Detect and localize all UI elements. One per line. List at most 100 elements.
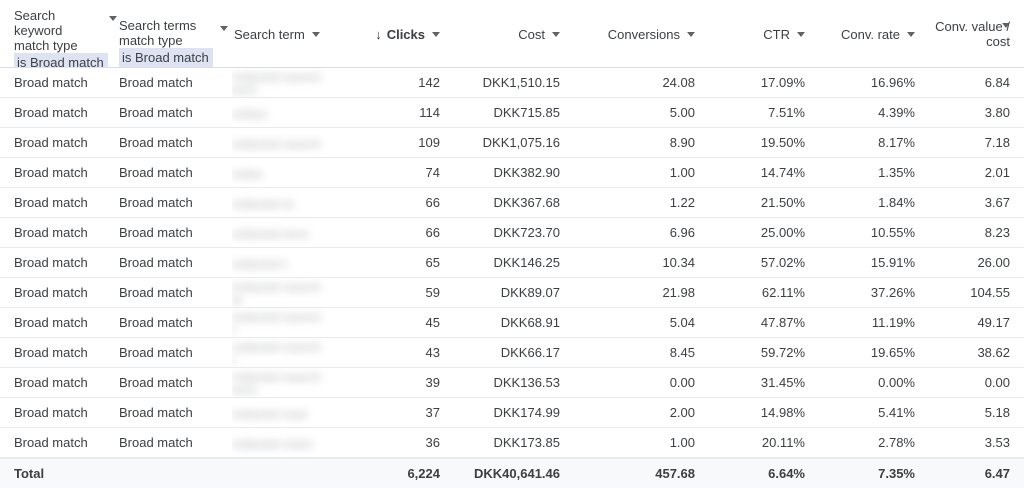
redacted-search-term-text: redact bbox=[232, 106, 267, 121]
cell-ctr: 7.51% bbox=[768, 105, 805, 120]
sort-descending-icon[interactable]: ↓ bbox=[375, 27, 382, 42]
cell-search-keyword-match-type: Broad match bbox=[14, 255, 88, 270]
cell-search-term: redacted te bbox=[232, 188, 328, 217]
column-header-label: Clicks bbox=[386, 27, 425, 42]
cell-search-terms-match-type: Broad match bbox=[119, 165, 193, 180]
chevron-down-icon[interactable] bbox=[1002, 23, 1010, 28]
cell-search-keyword-match-type: Broad match bbox=[14, 75, 88, 90]
cell-ctr: 21.50% bbox=[760, 195, 805, 210]
redacted-search-term-text: redacted search term bbox=[232, 369, 322, 397]
filter-chip-search-terms-match-type[interactable]: is Broad match bbox=[119, 48, 213, 67]
cell-search-terms-match-type: Broad match bbox=[119, 315, 193, 330]
cell-search-term: redacted search t bbox=[232, 338, 328, 367]
redacted-search-term-text: redacted searc bbox=[232, 436, 315, 451]
total-search-terms-match-type bbox=[119, 459, 224, 488]
table-row[interactable]: Broad match Broad match redacted search 109… bbox=[0, 128, 1024, 158]
table-row[interactable]: Broad match Broad match redacted search te… bbox=[0, 68, 1024, 98]
column-header-conv-value-per-cost[interactable]: Conv. value / cost bbox=[905, 19, 1010, 49]
table-row[interactable]: Broad match Broad match redac 74 DKK382.90 1.… bbox=[0, 158, 1024, 188]
cell-ctr: 19.50% bbox=[760, 135, 805, 150]
column-header-label: Search term bbox=[234, 27, 305, 42]
redacted-search-term-text: redac bbox=[232, 166, 264, 181]
chevron-down-icon[interactable] bbox=[552, 32, 560, 38]
cell-search-keyword-match-type: Broad match bbox=[14, 285, 88, 300]
column-header-clicks[interactable]: ↓ Clicks bbox=[330, 27, 440, 42]
table-row[interactable]: Broad match Broad match redacted t 65 DKK146… bbox=[0, 248, 1024, 278]
table-row[interactable]: Broad match Broad match redacted searc 36 DK… bbox=[0, 428, 1024, 458]
cell-cost: DKK66.17 bbox=[500, 345, 560, 360]
column-header-cost[interactable]: Cost bbox=[450, 27, 560, 42]
cell-clicks: 114 bbox=[419, 105, 440, 120]
column-header-search-keyword-match-type[interactable]: Search keyword match type is Broad match bbox=[14, 8, 117, 72]
cell-conv-value-per-cost: 0.00 bbox=[984, 375, 1010, 390]
total-conversions: 457.68 bbox=[655, 466, 695, 481]
cell-ctr: 20.11% bbox=[761, 435, 805, 450]
cell-clicks: 142 bbox=[418, 75, 440, 90]
cell-search-terms-match-type: Broad match bbox=[119, 105, 193, 120]
redacted-search-term-text: redacted search term bbox=[232, 69, 322, 97]
cell-clicks: 36 bbox=[425, 435, 440, 450]
cell-conversions: 2.00 bbox=[669, 405, 695, 420]
cell-search-terms-match-type: Broad match bbox=[119, 375, 193, 390]
cell-conv-rate: 0.00% bbox=[878, 375, 915, 390]
column-header-search-terms-match-type[interactable]: Search terms match type is Broad match bbox=[119, 18, 229, 67]
chevron-down-icon[interactable] bbox=[432, 32, 440, 38]
chevron-down-icon[interactable] bbox=[797, 32, 805, 38]
cell-search-keyword-match-type: Broad match bbox=[14, 345, 88, 360]
total-search-keyword-match-type: Total bbox=[14, 466, 45, 481]
cell-conv-value-per-cost: 2.01 bbox=[984, 165, 1010, 180]
chevron-down-icon[interactable] bbox=[213, 21, 228, 36]
cell-conv-rate: 1.35% bbox=[878, 165, 915, 180]
chevron-down-icon[interactable] bbox=[687, 32, 695, 38]
table-row[interactable]: Broad match Broad match redacted term 66 DKK… bbox=[0, 218, 1024, 248]
cell-search-terms-match-type: Broad match bbox=[119, 75, 193, 90]
cell-cost: DKK367.68 bbox=[493, 195, 561, 210]
column-header-search-term[interactable]: Search term bbox=[234, 27, 334, 42]
cell-ctr: 47.87% bbox=[760, 315, 805, 330]
column-header-ctr[interactable]: CTR bbox=[700, 27, 805, 42]
cell-cost: DKK715.85 bbox=[493, 105, 561, 120]
column-header-conv-rate[interactable]: Conv. rate bbox=[800, 27, 915, 42]
table-row[interactable]: Broad match Broad match redact 114 DKK715.85… bbox=[0, 98, 1024, 128]
table-row[interactable]: Broad match Broad match redacted sear 37 DKK… bbox=[0, 398, 1024, 428]
cell-conv-rate: 1.84% bbox=[878, 195, 915, 210]
cell-conv-value-per-cost: 3.53 bbox=[984, 435, 1010, 450]
cell-conversions: 5.00 bbox=[669, 105, 695, 120]
chevron-down-icon[interactable] bbox=[311, 32, 320, 38]
cell-conv-value-per-cost: 104.55 bbox=[970, 285, 1010, 300]
cell-conv-rate: 2.78% bbox=[878, 435, 915, 450]
table-row[interactable]: Broad match Broad match redacted te 66 DKK36… bbox=[0, 188, 1024, 218]
cell-conv-value-per-cost: 8.23 bbox=[984, 225, 1010, 240]
cell-conv-value-per-cost: 6.84 bbox=[984, 75, 1010, 90]
cell-conv-rate: 15.91% bbox=[870, 255, 915, 270]
table-row[interactable]: Broad match Broad match redacted search t 4… bbox=[0, 338, 1024, 368]
table-row[interactable]: Broad match Broad match redacted search t 4… bbox=[0, 308, 1024, 338]
column-header-conversions[interactable]: Conversions bbox=[570, 27, 695, 42]
cell-search-terms-match-type: Broad match bbox=[119, 405, 193, 420]
redacted-search-term-text: redacted search t bbox=[232, 339, 322, 367]
cell-conv-value-per-cost: 49.17 bbox=[977, 315, 1010, 330]
cell-conversions: 6.96 bbox=[669, 225, 695, 240]
cell-clicks: 43 bbox=[425, 345, 440, 360]
cell-conv-value-per-cost: 26.00 bbox=[977, 255, 1010, 270]
cell-cost: DKK723.70 bbox=[493, 225, 561, 240]
cell-search-keyword-match-type: Broad match bbox=[14, 375, 88, 390]
cell-conversions: 8.45 bbox=[669, 345, 695, 360]
column-header-label: Conversions bbox=[607, 27, 680, 42]
cell-search-terms-match-type: Broad match bbox=[119, 225, 193, 240]
table-row[interactable]: Broad match Broad match redacted search te… bbox=[0, 278, 1024, 308]
cell-ctr: 62.11% bbox=[761, 285, 805, 300]
filter-chip-search-keyword-match-type[interactable]: is Broad match bbox=[14, 53, 108, 72]
cell-conversions: 24.08 bbox=[662, 75, 695, 90]
cell-conversions: 0.00 bbox=[669, 375, 695, 390]
cell-clicks: 59 bbox=[425, 285, 440, 300]
cell-search-term: redacted searc bbox=[232, 428, 328, 457]
cell-conv-rate: 19.65% bbox=[870, 345, 915, 360]
cell-cost: DKK174.99 bbox=[493, 405, 561, 420]
table-row[interactable]: Broad match Broad match redacted search te… bbox=[0, 368, 1024, 398]
cell-conv-rate: 5.41% bbox=[878, 405, 915, 420]
chevron-down-icon[interactable] bbox=[907, 32, 915, 38]
total-ctr: 6.64% bbox=[768, 466, 805, 481]
cell-search-terms-match-type: Broad match bbox=[119, 285, 193, 300]
chevron-down-icon[interactable] bbox=[102, 11, 117, 26]
